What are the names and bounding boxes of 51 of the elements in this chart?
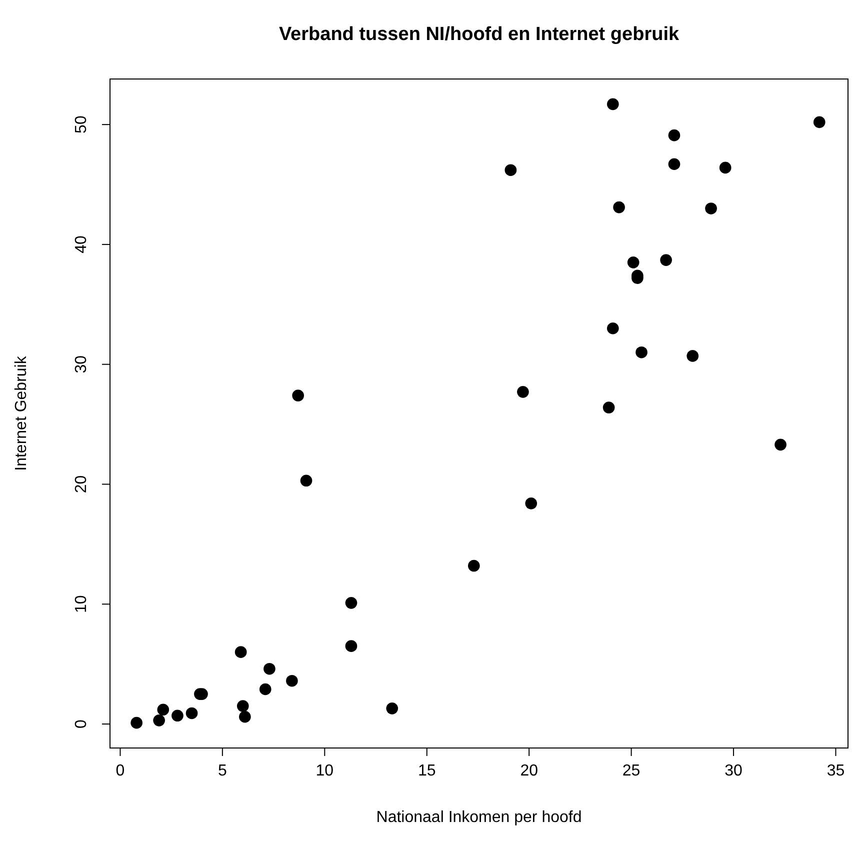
y-tick-label: 10 bbox=[73, 595, 90, 614]
chart-title: Verband tussen NI/hoofd en Internet gebruik bbox=[278, 24, 680, 45]
point bbox=[525, 498, 538, 510]
point bbox=[705, 202, 717, 214]
point bbox=[236, 700, 249, 712]
point bbox=[345, 640, 358, 652]
point bbox=[719, 162, 732, 174]
x-tick-label: 0 bbox=[116, 762, 125, 780]
point bbox=[234, 646, 247, 658]
x-axis-title: Nationaal Inkomen per hoofd bbox=[376, 809, 582, 826]
point bbox=[668, 129, 680, 142]
point bbox=[345, 597, 358, 609]
point bbox=[264, 662, 276, 675]
point bbox=[627, 256, 640, 268]
point bbox=[259, 683, 272, 696]
point bbox=[660, 254, 672, 266]
point bbox=[286, 674, 298, 687]
y-tick-label: 30 bbox=[73, 355, 90, 374]
y-tick-label: 0 bbox=[73, 719, 90, 728]
point bbox=[668, 158, 680, 170]
y-tick-label: 40 bbox=[73, 235, 90, 254]
point bbox=[636, 346, 648, 358]
x-tick-label: 5 bbox=[218, 762, 227, 780]
point bbox=[386, 702, 398, 714]
point bbox=[813, 116, 826, 128]
point bbox=[153, 714, 165, 726]
point bbox=[774, 438, 786, 451]
point bbox=[606, 98, 619, 110]
point bbox=[686, 350, 699, 362]
y-tick-label: 20 bbox=[73, 475, 90, 494]
x-tick-label: 10 bbox=[316, 762, 334, 780]
x-tick-label: 35 bbox=[826, 762, 845, 780]
point bbox=[504, 164, 517, 176]
point bbox=[606, 322, 619, 334]
point bbox=[517, 386, 529, 398]
point bbox=[157, 704, 170, 716]
point bbox=[613, 201, 625, 214]
x-tick-label: 25 bbox=[622, 762, 640, 780]
point bbox=[130, 716, 142, 729]
point bbox=[239, 710, 251, 723]
y-axis-title: Internet Gebruik bbox=[13, 355, 30, 471]
point bbox=[172, 710, 184, 722]
point bbox=[602, 402, 615, 414]
point bbox=[186, 707, 198, 720]
point bbox=[300, 474, 312, 487]
y-tick-label: 50 bbox=[73, 116, 90, 134]
point bbox=[292, 390, 304, 402]
x-tick-label: 20 bbox=[520, 762, 538, 780]
point bbox=[468, 560, 480, 572]
x-tick-label: 30 bbox=[724, 762, 743, 780]
x-tick-label: 15 bbox=[418, 762, 436, 780]
